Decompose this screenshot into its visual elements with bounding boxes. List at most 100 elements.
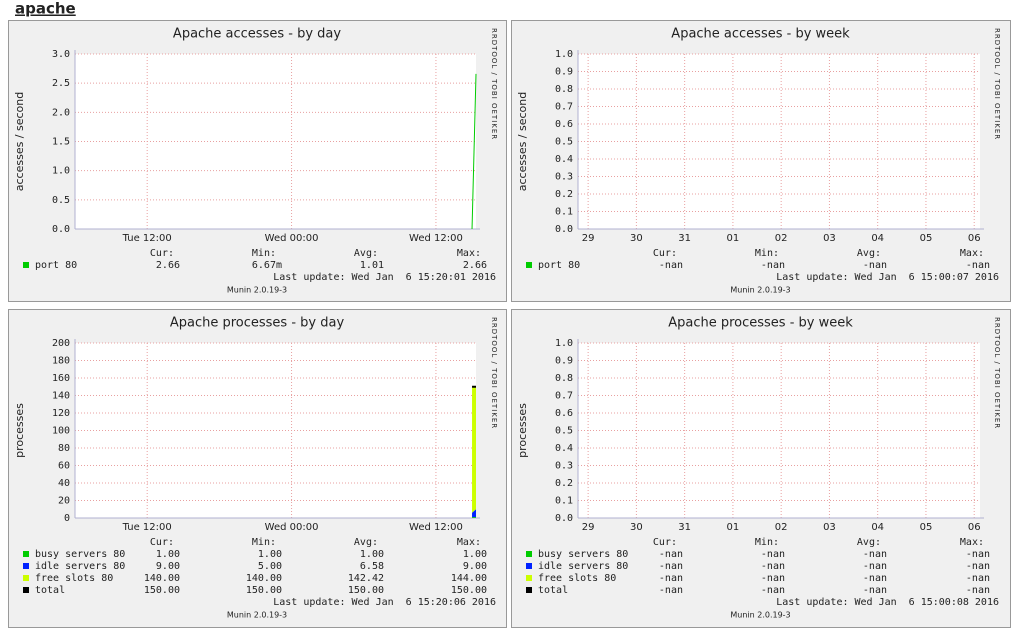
legend-stat: -nan xyxy=(761,585,785,596)
y-tick-label: 0.8 xyxy=(555,373,573,384)
legend-swatch xyxy=(23,587,29,593)
legend-stat: -nan xyxy=(966,561,990,572)
y-tick-label: 0.1 xyxy=(555,207,573,218)
chart-panel: Apache processes - by week processes RRDTO… xyxy=(511,309,1011,628)
legend-stat: -nan xyxy=(659,573,683,584)
y-tick-label: 60 xyxy=(58,461,70,472)
footer: Munin 2.0.19-3 xyxy=(730,286,790,295)
area xyxy=(472,517,476,518)
legend-header: Cur: xyxy=(653,537,677,548)
y-tick-label: 200 xyxy=(52,338,70,349)
y-tick-label: 40 xyxy=(58,478,70,489)
legend-stat: 1.00 xyxy=(360,549,384,560)
y-tick-label: 0.9 xyxy=(555,356,573,367)
legend-stat: -nan xyxy=(659,260,683,271)
x-tick-label: Wed 00:00 xyxy=(265,522,319,533)
y-tick-label: 0.5 xyxy=(555,137,573,148)
y-tick-label: 0.1 xyxy=(555,496,573,507)
legend-header: Avg: xyxy=(354,248,378,259)
legend-swatch xyxy=(526,587,532,593)
legend-label: port 80 xyxy=(538,260,580,271)
y-tick-label: 1.0 xyxy=(555,49,573,60)
x-tick-label: 02 xyxy=(775,233,788,244)
y-tick-label: 120 xyxy=(52,408,70,419)
legend-swatch xyxy=(23,551,29,557)
footer: Munin 2.0.19-3 xyxy=(730,611,790,620)
y-tick-label: 2.0 xyxy=(52,107,70,118)
legend-swatch xyxy=(526,551,532,557)
y-tick-label: 0.0 xyxy=(52,224,70,235)
legend-header: Max: xyxy=(457,248,481,259)
legend-stat: 6.58 xyxy=(360,561,384,572)
legend-header: Cur: xyxy=(150,248,174,259)
x-tick-label: 05 xyxy=(920,522,933,533)
last-update: Last update: Wed Jan 6 15:20:01 2016 xyxy=(273,272,496,283)
legend-header: Max: xyxy=(457,537,481,548)
legend-stat: 9.00 xyxy=(463,561,487,572)
legend-header: Avg: xyxy=(857,248,881,259)
y-tick-label: 0.4 xyxy=(555,154,573,165)
legend-stat: 5.00 xyxy=(258,561,282,572)
x-tick-label: 04 xyxy=(871,233,884,244)
legend-stat: -nan xyxy=(659,549,683,560)
x-tick-label: 03 xyxy=(823,522,836,533)
y-tick-label: 0.3 xyxy=(555,172,573,183)
legend-label: idle servers 80 xyxy=(538,561,628,572)
legend-header: Min: xyxy=(755,248,779,259)
y-axis-label: accesses / second xyxy=(516,92,529,192)
y-axis-label: processes xyxy=(13,403,26,458)
legend-stat: -nan xyxy=(761,573,785,584)
legend-stat: 150.00 xyxy=(144,585,180,596)
legend-stat: -nan xyxy=(761,561,785,572)
legend-header: Avg: xyxy=(354,537,378,548)
legend-stat: -nan xyxy=(966,573,990,584)
x-tick-label: 01 xyxy=(727,233,740,244)
line xyxy=(471,73,477,230)
legend-stat: 9.00 xyxy=(156,561,180,572)
last-update: Last update: Wed Jan 6 15:20:06 2016 xyxy=(273,597,496,608)
legend-stat: 1.00 xyxy=(258,549,282,560)
legend-label: total xyxy=(538,585,568,596)
y-tick-label: 0.5 xyxy=(555,426,573,437)
y-tick-label: 0.2 xyxy=(555,478,573,489)
legend-header: Min: xyxy=(252,248,276,259)
legend-stat: 142.42 xyxy=(348,573,384,584)
legend-label: busy servers 80 xyxy=(538,549,628,560)
y-tick-label: 0.3 xyxy=(555,461,573,472)
legend-stat: -nan xyxy=(659,561,683,572)
watermark: RRDTOOL / TOBI OETIKER xyxy=(993,317,1001,429)
footer: Munin 2.0.19-3 xyxy=(227,286,287,295)
legend-header: Avg: xyxy=(857,537,881,548)
legend-stat: -nan xyxy=(863,549,887,560)
x-tick-label: Tue 12:00 xyxy=(122,522,172,533)
legend-header: Cur: xyxy=(150,537,174,548)
y-tick-label: 1.5 xyxy=(52,137,70,148)
legend-swatch xyxy=(23,563,29,569)
legend-stat: -nan xyxy=(761,549,785,560)
y-tick-label: 0.0 xyxy=(555,224,573,235)
y-axis-label: accesses / second xyxy=(13,92,26,192)
x-tick-label: 05 xyxy=(920,233,933,244)
legend-swatch xyxy=(23,575,29,581)
x-tick-label: 02 xyxy=(775,522,788,533)
legend-label: free slots 80 xyxy=(35,573,113,584)
legend-stat: -nan xyxy=(966,585,990,596)
legend-label: port 80 xyxy=(35,260,77,271)
legend-stat: -nan xyxy=(966,260,990,271)
y-tick-label: 80 xyxy=(58,443,70,454)
legend-stat: 6.67m xyxy=(252,260,282,271)
y-tick-label: 0.5 xyxy=(52,195,70,206)
page-title: apache xyxy=(15,0,76,18)
x-tick-label: Wed 12:00 xyxy=(409,233,463,244)
watermark: RRDTOOL / TOBI OETIKER xyxy=(993,28,1001,140)
x-tick-label: 03 xyxy=(823,233,836,244)
legend-header: Min: xyxy=(252,537,276,548)
last-update: Last update: Wed Jan 6 15:00:08 2016 xyxy=(776,597,999,608)
y-tick-label: 0.7 xyxy=(555,391,573,402)
legend-stat: -nan xyxy=(863,585,887,596)
legend-stat: 140.00 xyxy=(246,573,282,584)
legend-stat: 150.00 xyxy=(348,585,384,596)
legend-stat: 140.00 xyxy=(144,573,180,584)
y-tick-label: 140 xyxy=(52,391,70,402)
y-tick-label: 0.6 xyxy=(555,408,573,419)
